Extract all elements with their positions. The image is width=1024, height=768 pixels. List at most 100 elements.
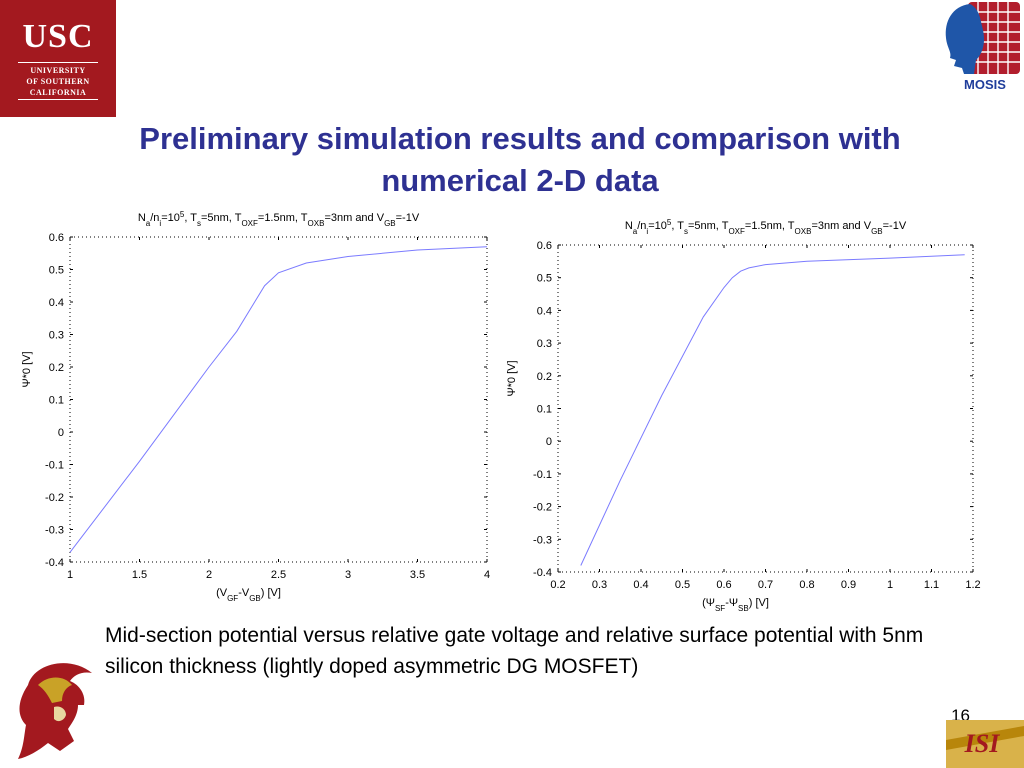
isi-label: ISI — [964, 729, 1001, 758]
chart-title-part: OXB — [795, 227, 812, 236]
trojan-logo — [18, 663, 92, 759]
mosis-grid-icon — [968, 2, 1020, 74]
y-tick-label: -0.3 — [533, 534, 552, 546]
x-axis-label-part: GF — [227, 594, 238, 603]
chart-title-part: GB — [871, 227, 883, 236]
y-tick-label: -0.4 — [45, 557, 64, 569]
series-line — [69, 246, 488, 553]
chart-title-part: a — [633, 227, 638, 236]
x-tick-label: 0.5 — [675, 579, 690, 591]
x-axis-label-part: ) [V] — [261, 587, 281, 599]
chart-title-part: N — [625, 220, 633, 232]
chart-title-part: 5 — [180, 210, 185, 219]
x-axis-label-part: ) [V] — [749, 597, 769, 609]
y-axis-label: Ψ*0 [V] — [506, 360, 518, 396]
y-tick-label: -0.3 — [45, 525, 64, 537]
usc-logo-line2: UNIVERSITY — [30, 66, 86, 75]
usc-logo-line4: CALIFORNIA — [29, 88, 87, 97]
x-tick-label: 2 — [206, 569, 212, 581]
x-axis-label: (VGF-VGB) [V] — [216, 587, 281, 603]
usc-logo: USC UNIVERSITY OF SOUTHERN CALIFORNIA — [0, 0, 116, 117]
mosis-label: MOSIS — [964, 77, 1006, 92]
y-tick-label: 0.1 — [49, 395, 64, 407]
x-tick-label: 2.5 — [271, 569, 286, 581]
chart-title-part: =3nm and V — [324, 212, 384, 224]
x-axis-label-part: (Ψ — [702, 597, 715, 609]
chart-title-part: =10 — [648, 220, 667, 232]
chart-title-part: , T — [671, 220, 684, 232]
chart-title-part: i — [646, 227, 648, 236]
chart-title-part: , T — [184, 212, 197, 224]
y-tick-label: 0.4 — [49, 297, 64, 309]
y-tick-label: 0.2 — [49, 362, 64, 374]
chart-title-part: =5nm, T — [688, 220, 729, 232]
x-tick-label: 0.8 — [799, 579, 814, 591]
chart-title-part: =10 — [161, 212, 180, 224]
y-tick-label: 0.4 — [537, 305, 552, 317]
chart-title-part: =-1V — [396, 212, 420, 224]
series-line — [580, 254, 965, 566]
y-tick-label: 0.5 — [537, 273, 552, 285]
x-axis-label: (ΨSF-ΨSB) [V] — [702, 597, 769, 612]
x-tick-label: 1 — [67, 569, 73, 581]
chart-title-part: OXF — [241, 219, 258, 228]
y-tick-label: 0.6 — [49, 232, 64, 244]
chart-title: Na/ni=105, Ts=5nm, TOXF=1.5nm, TOXB=3nm … — [138, 210, 420, 228]
y-tick-label: -0.2 — [533, 502, 552, 514]
chart-title-part: =-1V — [883, 220, 907, 232]
chart-title-part: 5 — [667, 218, 672, 227]
y-tick-label: -0.1 — [45, 460, 64, 472]
chart-title-part: =3nm and V — [811, 220, 871, 232]
y-tick-label: -0.4 — [533, 567, 552, 579]
y-tick-label: 0 — [546, 436, 552, 448]
chart-title-part: /n — [150, 212, 159, 224]
x-tick-label: 0.4 — [633, 579, 648, 591]
slide-title-line2: numerical 2-D data — [381, 163, 659, 198]
chart-title-part: OXF — [728, 227, 745, 236]
usc-logo-rule — [18, 62, 98, 63]
y-tick-label: -0.2 — [45, 492, 64, 504]
chart-title-part: N — [138, 212, 146, 224]
y-tick-label: 0.2 — [537, 371, 552, 383]
y-tick-label: 0 — [58, 427, 64, 439]
chart-title-part: a — [146, 219, 151, 228]
y-tick-label: -0.1 — [533, 469, 552, 481]
chart-title-part: s — [684, 227, 688, 236]
chart-title-part: OXB — [308, 219, 325, 228]
y-tick-label: 0.1 — [537, 404, 552, 416]
x-axis-label-part: GB — [249, 594, 261, 603]
x-tick-label: 0.2 — [550, 579, 565, 591]
chart-title-part: =1.5nm, T — [745, 220, 795, 232]
x-tick-label: 3.5 — [410, 569, 425, 581]
usc-logo-rule-bottom — [18, 99, 98, 100]
chart-title-part: /n — [637, 220, 646, 232]
x-tick-label: 0.7 — [758, 579, 773, 591]
chart-left: Na/ni=105, Ts=5nm, TOXF=1.5nm, TOXB=3nm … — [21, 210, 490, 603]
chart-title-part: i — [159, 219, 161, 228]
mosis-logo — [945, 2, 1020, 74]
x-axis-label-part: -Ψ — [725, 597, 738, 609]
chart-right: Na/ni=105, Ts=5nm, TOXF=1.5nm, TOXB=3nm … — [506, 218, 981, 613]
x-axis-label-part: -V — [238, 587, 250, 599]
x-tick-label: 0.9 — [841, 579, 856, 591]
x-axis-label-part: (V — [216, 587, 228, 599]
y-tick-label: 0.3 — [537, 338, 552, 350]
slide-title-line1: Preliminary simulation results and compa… — [139, 121, 901, 156]
y-axis-label: Ψ*0 [V] — [21, 351, 33, 387]
x-tick-label: 0.3 — [592, 579, 607, 591]
chart-title: Na/ni=105, Ts=5nm, TOXF=1.5nm, TOXB=3nm … — [625, 218, 907, 236]
x-tick-label: 3 — [345, 569, 351, 581]
x-axis-label-part: SB — [738, 604, 749, 613]
x-tick-label: 4 — [484, 569, 490, 581]
x-tick-label: 1.5 — [132, 569, 147, 581]
mosis-head-icon — [945, 4, 984, 74]
y-tick-label: 0.6 — [537, 240, 552, 252]
x-tick-label: 1.1 — [924, 579, 939, 591]
isi-logo: ISI — [946, 720, 1024, 768]
x-axis-label-part: SF — [715, 604, 725, 613]
usc-logo-wordmark: USC — [22, 18, 94, 55]
chart-title-part: =1.5nm, T — [258, 212, 308, 224]
y-tick-label: 0.5 — [49, 265, 64, 277]
chart-title-part: s — [197, 219, 201, 228]
chart-title-part: GB — [384, 219, 396, 228]
